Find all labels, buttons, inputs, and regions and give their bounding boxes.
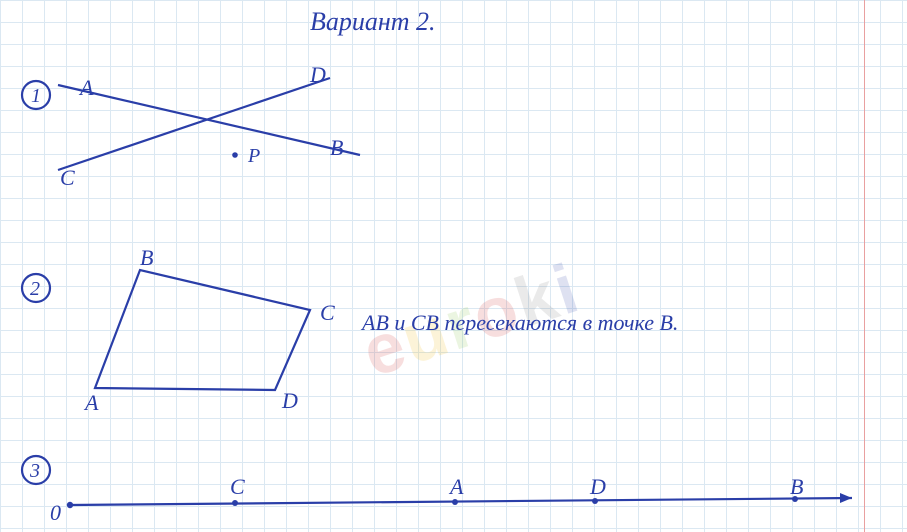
task2-polygon-abcd: [95, 270, 310, 390]
task1-number: 1: [31, 85, 41, 107]
task1-line-cd: [58, 78, 330, 170]
task1-label-c: C: [60, 165, 75, 190]
task3-point-c: [232, 500, 238, 506]
page-title: Вариант 2.: [310, 7, 436, 36]
task2-label-d: D: [281, 388, 298, 413]
task3-origin-point: [67, 502, 73, 508]
task1-label-p: P: [247, 145, 260, 167]
task3-label-c: C: [230, 474, 245, 499]
task1-label-a: A: [78, 75, 94, 100]
task1-label-d: D: [309, 62, 326, 87]
task3-label-a: A: [448, 474, 464, 499]
task2-note: AB и CB пересекаются в точке B.: [360, 310, 678, 335]
task2-number: 2: [30, 278, 40, 300]
task1-label-b: B: [330, 135, 343, 160]
task3-number: 3: [29, 460, 40, 482]
task3-arrowhead-icon: [840, 493, 852, 503]
handwriting-layer: Вариант 2. 1 A B C D P 2 A B C D AB и CB…: [0, 0, 907, 532]
task1-point-p: [232, 152, 238, 158]
task3-origin-label: 0: [50, 500, 61, 525]
task2-label-c: C: [320, 300, 335, 325]
task3-label-d: D: [589, 474, 606, 499]
task3-label-b: B: [790, 474, 803, 499]
task3-ray: [70, 498, 852, 505]
task2-label-a: A: [83, 390, 99, 415]
task2-label-b: B: [140, 245, 153, 270]
task3-point-a: [452, 499, 458, 505]
